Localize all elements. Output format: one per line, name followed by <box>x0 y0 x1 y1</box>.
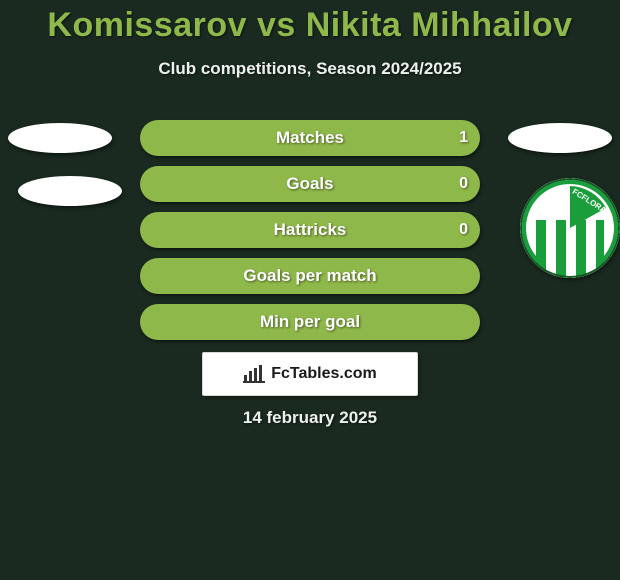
stat-row: Hattricks 0 <box>140 212 480 248</box>
stat-row: Goals per match <box>140 258 480 294</box>
team-badge-right: FCFLORA <box>520 178 620 278</box>
brand-box: FcTables.com <box>202 352 418 396</box>
stat-label: Goals <box>286 174 333 194</box>
footer-date: 14 february 2025 <box>0 408 620 428</box>
left-player-oval-1 <box>8 123 112 153</box>
stat-label: Goals per match <box>243 266 376 286</box>
stat-label: Hattricks <box>274 220 347 240</box>
page-subtitle: Club competitions, Season 2024/2025 <box>0 59 620 79</box>
page-title: Komissarov vs Nikita Mihhailov <box>0 0 620 45</box>
right-player-oval-1 <box>508 123 612 153</box>
brand-text: FcTables.com <box>271 365 377 383</box>
stat-row: Goals 0 <box>140 166 480 202</box>
left-player-oval-2 <box>18 176 122 206</box>
stat-row: Min per goal <box>140 304 480 340</box>
stat-row: Matches 1 <box>140 120 480 156</box>
stats-rows: Matches 1 Goals 0 Hattricks 0 Goals per … <box>140 120 480 350</box>
stat-right-value: 0 <box>459 166 468 202</box>
stat-right-value: 1 <box>459 120 468 156</box>
stat-label: Matches <box>276 128 344 148</box>
bar-chart-icon <box>243 365 265 383</box>
stat-right-value: 0 <box>459 212 468 248</box>
stat-label: Min per goal <box>260 312 360 332</box>
